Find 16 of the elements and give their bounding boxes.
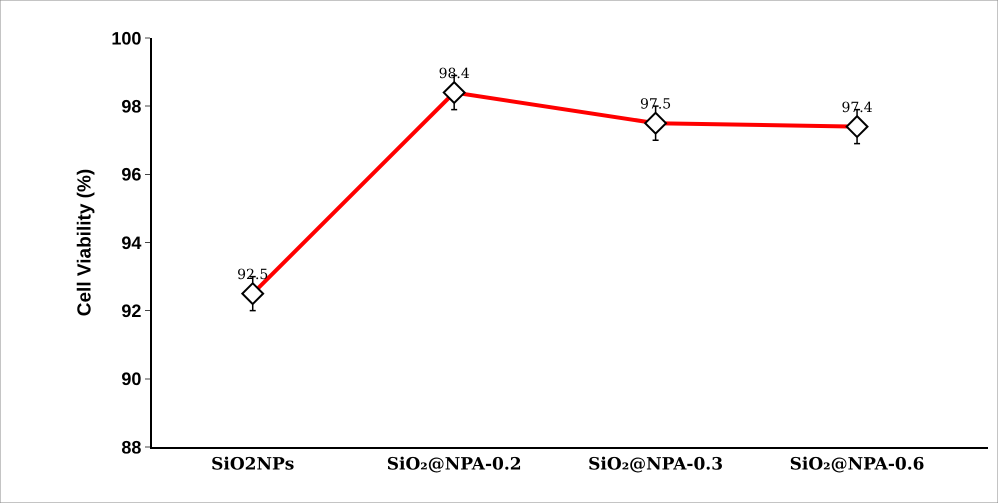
y-tick-label: 92 <box>121 300 142 321</box>
y-tick-label: 90 <box>121 369 142 390</box>
x-tick-label: SiO₂@NPA-0.2 <box>386 454 522 474</box>
data-label: 97.4 <box>841 100 873 116</box>
y-tick-label: 88 <box>121 437 142 458</box>
y-tick-label: 98 <box>121 96 142 116</box>
x-tick-label: SiO2NPs <box>211 454 294 474</box>
data-label: 98.4 <box>438 66 470 82</box>
x-tick-label: SiO₂@NPA-0.3 <box>588 454 724 474</box>
data-label: 97.5 <box>640 96 672 113</box>
data-label: 92.5 <box>237 267 268 284</box>
y-axis-title: Cell Viability (%) <box>74 168 96 316</box>
y-tick-label: 96 <box>121 164 142 185</box>
y-tick-label: 94 <box>121 232 142 253</box>
y-tick-label: 100 <box>111 28 142 48</box>
x-tick-label: SiO₂@NPA-0.6 <box>790 454 925 474</box>
